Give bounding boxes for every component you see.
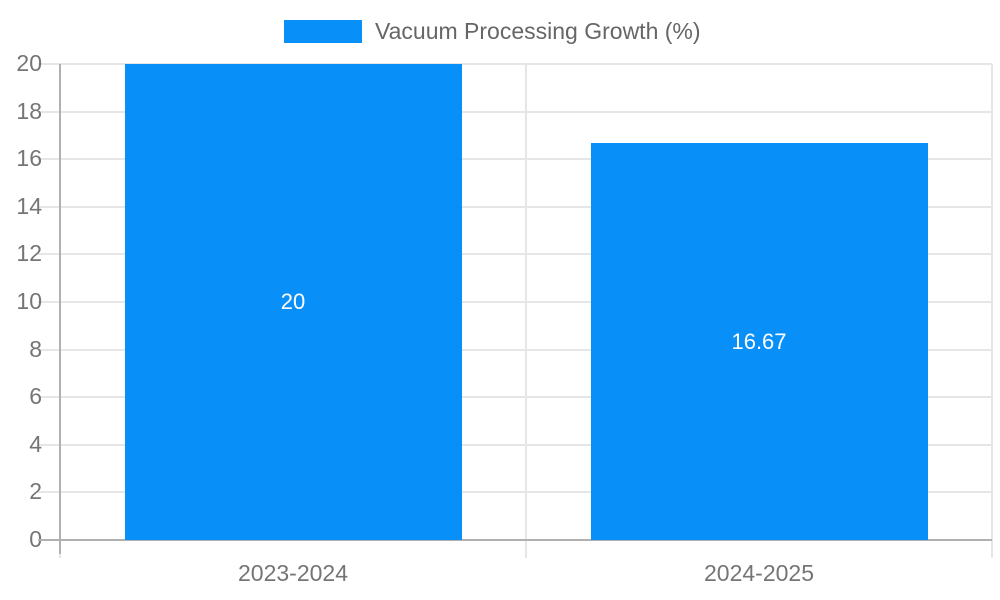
gridline-y-12	[38, 253, 992, 256]
gridline-y-2	[38, 491, 992, 494]
x-tick	[525, 540, 527, 558]
bar-value-label: 16.67	[731, 328, 787, 354]
gridline-y-10	[38, 301, 992, 303]
gridline-y-4	[38, 443, 992, 446]
x-axis-baseline	[38, 539, 992, 541]
gridline-x	[525, 64, 527, 540]
y-tick-label: 14	[16, 192, 42, 219]
y-tick-label: 2	[29, 478, 42, 505]
y-tick-label: 20	[16, 50, 42, 76]
bar-value-label: 20	[280, 289, 306, 314]
bar-2023-2024[interactable]: 20	[124, 64, 462, 540]
legend-label: Vacuum Processing Growth (%)	[375, 18, 701, 44]
y-tick-label: 12	[16, 240, 42, 267]
x-category-label: 2023-2024	[238, 560, 348, 586]
gridline-y-18	[38, 110, 992, 113]
gridline-y-20	[38, 63, 992, 65]
gridline-y-6	[38, 396, 992, 399]
y-tick-label: 6	[29, 383, 42, 410]
y-tick-label: 4	[29, 430, 42, 457]
x-category-label: 2024-2025	[704, 560, 814, 586]
legend[interactable]: Vacuum Processing Growth (%)	[284, 17, 701, 45]
y-tick-label: 0	[29, 526, 42, 552]
y-tick-label: 16	[16, 145, 42, 172]
gridline-y-8	[38, 348, 992, 351]
gridline-y-16	[38, 158, 992, 161]
y-tick-label: 10	[16, 288, 42, 314]
y-axis-line	[59, 64, 61, 554]
y-tick-label: 18	[16, 97, 42, 124]
legend-swatch	[284, 19, 362, 43]
x-tick	[991, 540, 993, 558]
gridline-y-14	[38, 205, 992, 208]
gridline-x	[991, 64, 993, 540]
bar-2024-2025[interactable]: 16.67	[590, 143, 928, 540]
y-tick-label: 8	[29, 335, 42, 362]
